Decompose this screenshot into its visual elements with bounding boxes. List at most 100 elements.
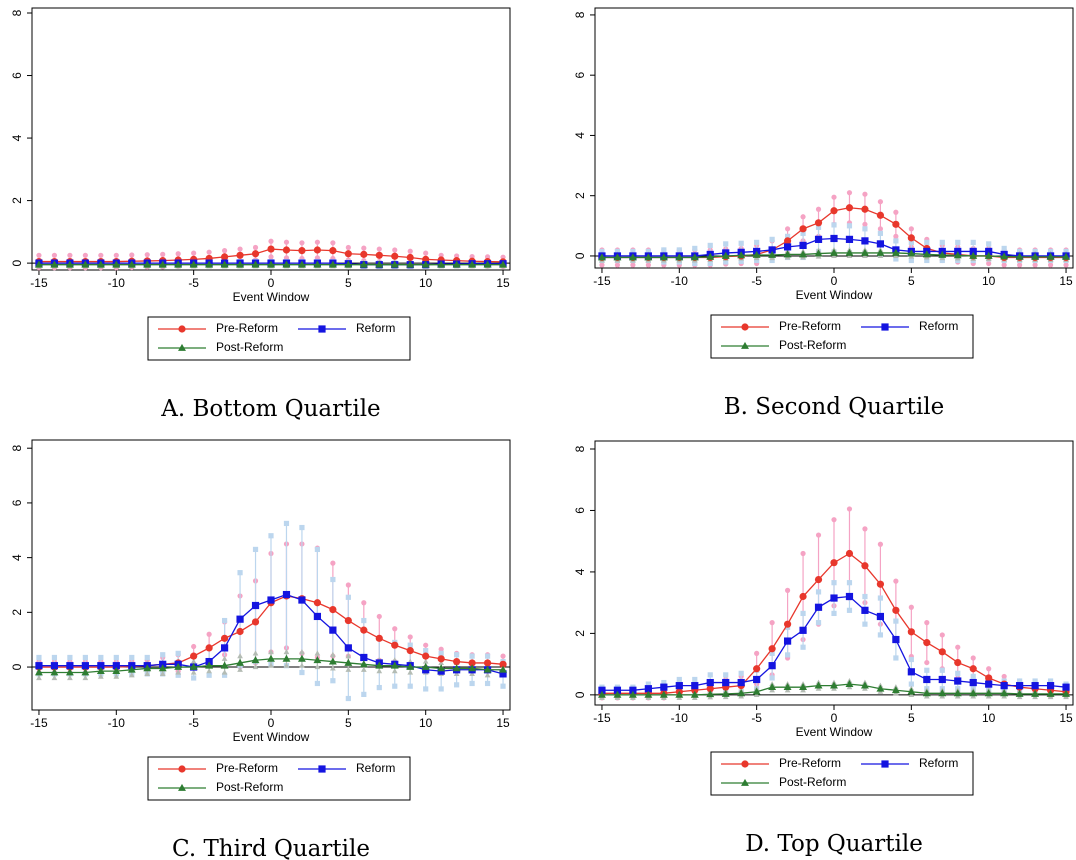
marker bbox=[297, 260, 306, 268]
marker bbox=[737, 251, 746, 259]
marker bbox=[82, 252, 88, 258]
marker bbox=[190, 652, 198, 660]
marker bbox=[861, 237, 869, 245]
marker bbox=[815, 206, 822, 212]
marker bbox=[221, 655, 228, 661]
marker bbox=[953, 689, 962, 697]
marker bbox=[924, 667, 930, 673]
marker bbox=[676, 676, 682, 683]
marker bbox=[314, 546, 321, 553]
marker bbox=[328, 260, 337, 268]
marker bbox=[330, 678, 336, 684]
marker bbox=[360, 666, 367, 672]
plot-frame bbox=[31, 7, 511, 271]
legend: Pre-Reform Reform Post-Reform bbox=[710, 751, 974, 796]
marker bbox=[644, 685, 652, 693]
x-axis-label: Event Window bbox=[233, 290, 310, 304]
x-tick-label: -5 bbox=[188, 716, 199, 730]
marker bbox=[893, 209, 899, 215]
y-tick-label: 4 bbox=[10, 134, 24, 141]
marker bbox=[721, 689, 730, 697]
x-tick-label: -10 bbox=[671, 274, 689, 288]
marker bbox=[923, 675, 931, 684]
marker bbox=[783, 237, 792, 245]
marker bbox=[438, 252, 444, 258]
marker bbox=[1046, 682, 1055, 690]
marker bbox=[922, 689, 931, 697]
marker bbox=[722, 678, 730, 687]
marker bbox=[158, 260, 167, 268]
marker bbox=[391, 668, 398, 674]
marker bbox=[628, 253, 637, 261]
marker bbox=[1016, 682, 1024, 690]
marker bbox=[706, 678, 714, 687]
marker bbox=[831, 580, 837, 586]
marker bbox=[1046, 252, 1055, 260]
marker bbox=[252, 546, 259, 553]
marker bbox=[598, 690, 606, 698]
marker bbox=[845, 248, 854, 256]
marker bbox=[955, 644, 961, 650]
marker bbox=[97, 673, 104, 679]
marker bbox=[407, 634, 413, 640]
marker bbox=[599, 262, 605, 268]
marker bbox=[876, 248, 885, 256]
marker bbox=[159, 670, 166, 676]
marker bbox=[799, 592, 807, 601]
legend-label: Reform bbox=[356, 321, 395, 335]
marker bbox=[437, 260, 446, 268]
marker bbox=[318, 325, 326, 333]
marker bbox=[893, 618, 899, 624]
marker bbox=[955, 257, 961, 264]
legend-label: Reform bbox=[919, 319, 958, 333]
marker bbox=[143, 260, 152, 268]
marker bbox=[344, 260, 353, 268]
legend-label: Reform bbox=[356, 761, 395, 775]
marker bbox=[178, 765, 186, 773]
marker bbox=[127, 665, 136, 673]
marker bbox=[675, 253, 684, 261]
marker bbox=[422, 652, 430, 660]
y-tick-label: 6 bbox=[573, 507, 587, 514]
marker bbox=[908, 604, 914, 610]
marker bbox=[499, 260, 507, 268]
marker bbox=[360, 653, 368, 662]
marker bbox=[345, 244, 351, 251]
marker bbox=[815, 589, 822, 595]
marker bbox=[318, 765, 326, 773]
marker bbox=[799, 250, 808, 258]
marker bbox=[51, 252, 58, 258]
marker bbox=[345, 594, 351, 600]
legend-box bbox=[147, 756, 411, 801]
x-tick-label: -15 bbox=[30, 276, 48, 290]
x-tick-label: -5 bbox=[188, 276, 199, 290]
marker bbox=[313, 612, 322, 621]
x-axis-label: Event Window bbox=[796, 725, 873, 739]
marker bbox=[907, 668, 915, 676]
marker bbox=[924, 659, 930, 666]
y-tick-label: 0 bbox=[10, 663, 24, 670]
marker bbox=[313, 246, 322, 254]
marker bbox=[407, 669, 414, 675]
marker bbox=[846, 580, 853, 586]
marker bbox=[769, 257, 775, 264]
marker bbox=[614, 248, 621, 255]
legend-label: Pre-Reform bbox=[216, 761, 278, 775]
marker bbox=[799, 626, 807, 634]
marker bbox=[422, 658, 429, 664]
marker bbox=[830, 248, 838, 256]
legend-label: Post-Reform bbox=[216, 780, 283, 794]
y-tick-label: 2 bbox=[10, 197, 24, 204]
marker bbox=[876, 684, 885, 692]
marker bbox=[438, 646, 444, 652]
marker bbox=[969, 247, 977, 256]
marker bbox=[469, 670, 475, 676]
marker bbox=[1047, 262, 1054, 268]
marker bbox=[769, 236, 775, 242]
marker bbox=[252, 244, 259, 251]
x-tick-label: 15 bbox=[496, 276, 510, 290]
marker bbox=[675, 682, 683, 690]
marker bbox=[1001, 673, 1007, 680]
marker bbox=[768, 250, 777, 258]
marker bbox=[299, 662, 305, 668]
